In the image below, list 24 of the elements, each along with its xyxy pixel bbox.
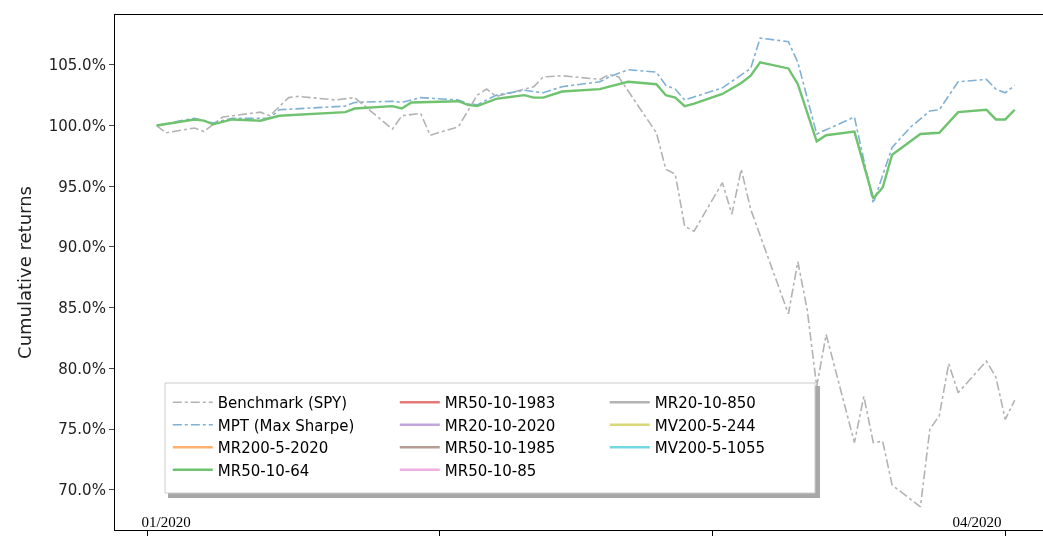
legend-label: MR50-10-64 — [217, 461, 310, 480]
y-tick-label: 105.0% — [48, 56, 106, 75]
x-tick-label: 01/2020 — [141, 513, 191, 530]
legend-label: MR50-10-1985 — [444, 439, 556, 458]
y-tick-label: 95.0% — [58, 177, 106, 196]
legend-label: MR200-5-2020 — [217, 439, 329, 458]
y-tick-label: 75.0% — [58, 420, 106, 439]
legend-label: Benchmark (SPY) — [217, 394, 348, 413]
y-axis-title: Cumulative returns — [13, 186, 35, 359]
y-tick-label: 90.0% — [58, 238, 106, 257]
legend-label: MR50-10-85 — [444, 461, 537, 480]
y-tick-label: 85.0% — [58, 298, 106, 317]
legend-label: MR20-10-850 — [654, 394, 756, 413]
legend-label: MV200-5-244 — [654, 416, 756, 435]
y-tick-label: 70.0% — [58, 481, 106, 500]
line-series — [155, 73, 1016, 508]
legend-label: MR20-10-2020 — [444, 416, 556, 435]
legend-label: MR50-10-1983 — [444, 394, 556, 413]
line-series — [155, 61, 1016, 200]
legend-label: MPT (Max Sharpe) — [217, 416, 355, 435]
y-tick-label: 100.0% — [48, 116, 106, 135]
legend-label: MV200-5-1055 — [654, 439, 766, 458]
y-tick-label: 80.0% — [58, 359, 106, 378]
x-tick-label: 04/2020 — [952, 513, 1002, 530]
